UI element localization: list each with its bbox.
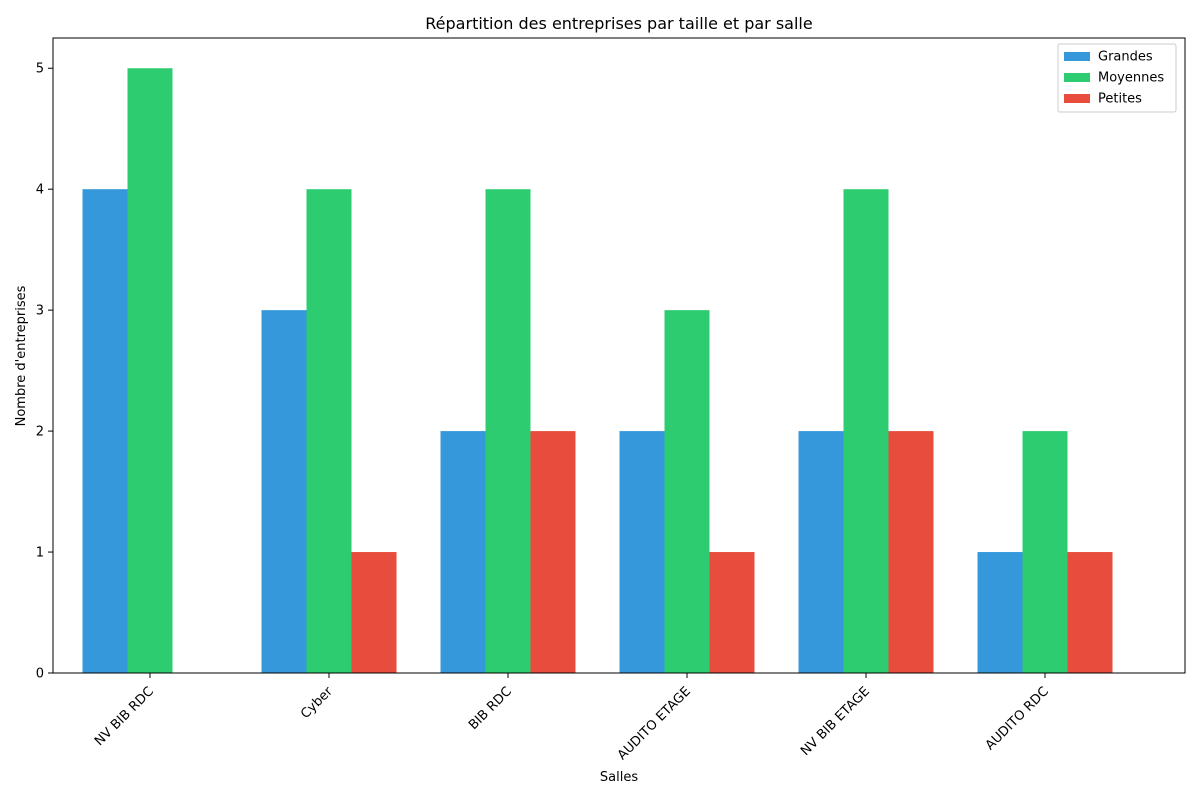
legend-label-grandes: Grandes xyxy=(1098,50,1153,65)
y-tick-label: 1 xyxy=(36,546,44,561)
x-tick-label: Cyber xyxy=(298,684,336,722)
chart-title: Répartition des entreprises par taille e… xyxy=(425,14,812,33)
bar-petites-1 xyxy=(351,552,397,673)
legend-swatch-moyennes xyxy=(1064,73,1090,82)
bar-moyennes-2 xyxy=(485,189,531,673)
y-tick-label: 2 xyxy=(36,425,44,440)
x-tick-label: BIB RDC xyxy=(466,684,515,733)
legend: Grandes Moyennes Petites xyxy=(1057,43,1177,113)
bar-grandes-4 xyxy=(798,431,844,673)
x-axis-ticks: NV BIB RDC Cyber BIB RDC AUDITO ETAGE NV BIB… xyxy=(92,673,1052,763)
bar-grandes-0 xyxy=(82,189,128,673)
axes-frame xyxy=(52,37,1186,674)
bar-petites-2 xyxy=(530,431,576,673)
legend-swatch-petites xyxy=(1064,94,1090,103)
legend-swatch-grandes xyxy=(1064,52,1090,61)
y-axis-ticks: 0 1 2 3 4 5 xyxy=(36,62,53,682)
y-tick-label: 3 xyxy=(36,304,44,319)
legend-label-moyennes: Moyennes xyxy=(1098,71,1164,86)
bar-moyennes-0 xyxy=(127,68,173,673)
x-tick-label: NV BIB RDC xyxy=(92,684,157,749)
bar-moyennes-5 xyxy=(1022,431,1068,673)
bar-moyennes-4 xyxy=(843,189,889,673)
x-axis-label: Salles xyxy=(600,770,638,785)
bar-petites-5 xyxy=(1067,552,1113,673)
bar-petites-3 xyxy=(709,552,755,673)
x-tick-label: NV BIB ETAGE xyxy=(798,684,873,759)
bar-grandes-3 xyxy=(619,431,665,673)
y-tick-label: 4 xyxy=(36,183,44,198)
bar-grandes-5 xyxy=(977,552,1023,673)
legend-label-petites: Petites xyxy=(1098,92,1142,107)
bar-grandes-2 xyxy=(440,431,486,673)
bars-group xyxy=(82,68,1113,673)
bar-moyennes-1 xyxy=(306,189,352,673)
bar-petites-4 xyxy=(888,431,934,673)
x-tick-label: AUDITO RDC xyxy=(983,684,1052,753)
bar-grandes-1 xyxy=(261,310,307,673)
y-tick-label: 5 xyxy=(36,62,44,77)
y-axis-label: Nombre d'entreprises xyxy=(14,285,29,426)
x-tick-label: AUDITO ETAGE xyxy=(615,684,694,763)
y-tick-label: 0 xyxy=(36,667,44,682)
bar-moyennes-3 xyxy=(664,310,710,673)
